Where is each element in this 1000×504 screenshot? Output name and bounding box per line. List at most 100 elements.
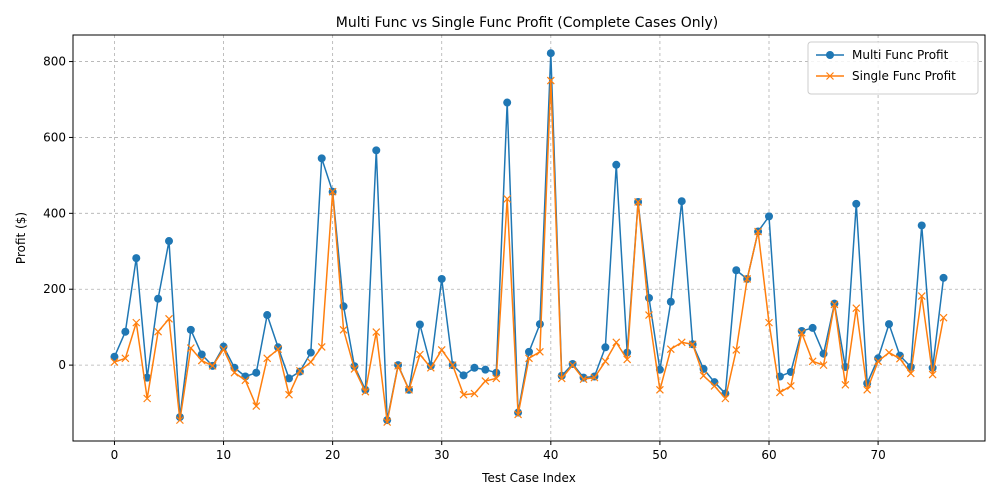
data-point-single-func-profit <box>426 363 435 372</box>
data-point-multi-func-profit <box>470 363 479 372</box>
data-point-multi-func-profit <box>437 274 446 283</box>
x-tick-label: 70 <box>870 448 885 462</box>
data-point-single-func-profit <box>230 368 239 377</box>
data-point-multi-func-profit <box>219 342 228 351</box>
data-point-multi-func-profit <box>186 325 195 334</box>
data-point-single-func-profit <box>350 364 359 373</box>
data-point-single-func-profit <box>645 311 653 319</box>
data-point-single-func-profit <box>492 374 501 383</box>
data-point-single-func-profit <box>186 344 195 352</box>
data-point-single-func-profit <box>623 355 632 364</box>
data-point-multi-func-profit <box>241 372 250 381</box>
legend-box <box>807 41 979 95</box>
data-point-single-func-profit <box>895 354 904 363</box>
data-point-multi-func-profit <box>765 212 773 221</box>
data-point-single-func-profit <box>208 361 217 370</box>
data-point-single-func-profit <box>448 361 457 370</box>
data-point-single-func-profit <box>143 394 152 403</box>
data-point-single-func-profit <box>917 292 926 300</box>
series-single-func-profit <box>110 76 948 426</box>
data-point-single-func-profit <box>579 375 588 384</box>
data-point-single-func-profit <box>328 187 337 196</box>
legend-label: Multi Func Profit <box>852 48 949 62</box>
data-point-multi-func-profit <box>885 320 893 329</box>
x-tick-label: 20 <box>325 448 340 462</box>
data-point-single-func-profit <box>175 416 184 425</box>
y-tick-label: 400 <box>43 206 66 220</box>
data-point-single-func-profit <box>274 345 283 354</box>
data-point-single-func-profit <box>252 402 261 411</box>
data-point-single-func-profit <box>459 390 468 399</box>
plot-area-frame <box>72 34 986 442</box>
data-point-multi-func-profit <box>808 323 817 332</box>
data-point-single-func-profit <box>852 304 861 313</box>
data-point-single-func-profit <box>743 275 752 283</box>
data-point-single-func-profit <box>306 358 315 367</box>
data-point-single-func-profit <box>295 366 304 375</box>
data-point-single-func-profit <box>317 342 326 351</box>
data-point-single-func-profit <box>383 418 392 426</box>
data-point-multi-func-profit <box>677 197 686 206</box>
data-point-single-func-profit <box>481 377 490 385</box>
legend-marker-circle <box>826 51 834 59</box>
x-tick-label: 60 <box>761 448 776 462</box>
data-point-multi-func-profit <box>568 359 577 368</box>
data-point-multi-func-profit <box>525 347 533 356</box>
data-point-single-func-profit <box>765 318 773 327</box>
data-point-single-func-profit <box>339 325 348 334</box>
data-point-single-func-profit <box>219 345 228 354</box>
data-point-multi-func-profit <box>612 160 621 169</box>
data-point-single-func-profit <box>819 361 828 370</box>
x-tick-label: 10 <box>216 448 231 462</box>
data-point-single-func-profit <box>590 373 599 382</box>
y-tick-label: 600 <box>43 130 66 144</box>
data-point-single-func-profit <box>732 346 741 354</box>
data-point-single-func-profit <box>568 361 577 370</box>
data-point-multi-func-profit <box>503 98 512 107</box>
data-point-single-func-profit <box>437 346 446 354</box>
y-tick-label: 0 <box>58 358 66 372</box>
data-point-single-func-profit <box>906 369 915 378</box>
data-point-single-func-profit <box>241 376 250 385</box>
data-point-single-func-profit <box>470 389 479 398</box>
data-point-single-func-profit <box>535 347 544 356</box>
data-point-single-func-profit <box>601 357 610 366</box>
data-point-single-func-profit <box>688 340 697 349</box>
x-tick-label: 0 <box>111 448 119 462</box>
x-tick-label: 40 <box>543 448 558 462</box>
chart-title: Multi Func vs Single Func Profit (Comple… <box>336 15 718 31</box>
data-point-single-func-profit <box>797 328 806 337</box>
data-point-single-func-profit <box>503 194 512 203</box>
data-point-multi-func-profit <box>906 363 915 372</box>
data-point-single-func-profit <box>154 327 163 336</box>
data-point-single-func-profit <box>612 338 621 347</box>
data-point-single-func-profit <box>830 300 839 309</box>
data-point-multi-func-profit <box>306 348 315 357</box>
data-point-single-func-profit <box>415 350 424 359</box>
data-point-single-func-profit <box>677 338 686 347</box>
data-point-single-func-profit <box>132 318 141 327</box>
data-point-single-func-profit <box>405 385 413 394</box>
data-point-multi-func-profit <box>197 350 206 359</box>
data-point-single-func-profit <box>939 313 948 322</box>
data-point-multi-func-profit <box>797 326 806 335</box>
data-point-single-func-profit <box>699 371 708 380</box>
data-point-single-func-profit <box>928 370 937 379</box>
data-point-single-func-profit <box>863 385 872 394</box>
legend-item-single-func-profit: Single Func Profit <box>816 69 956 83</box>
series-layer <box>110 49 948 426</box>
data-point-multi-func-profit <box>274 343 283 352</box>
data-point-multi-func-profit <box>317 154 326 163</box>
y-tick-label: 200 <box>43 282 66 296</box>
x-tick-label: 50 <box>652 448 667 462</box>
data-point-multi-func-profit <box>165 237 173 246</box>
data-point-multi-func-profit <box>732 266 741 275</box>
data-point-single-func-profit <box>721 394 730 403</box>
data-point-single-func-profit <box>634 198 643 206</box>
data-point-multi-func-profit <box>372 146 381 155</box>
data-point-single-func-profit <box>666 345 675 354</box>
data-point-multi-func-profit <box>481 365 490 374</box>
data-point-multi-func-profit <box>285 374 293 383</box>
